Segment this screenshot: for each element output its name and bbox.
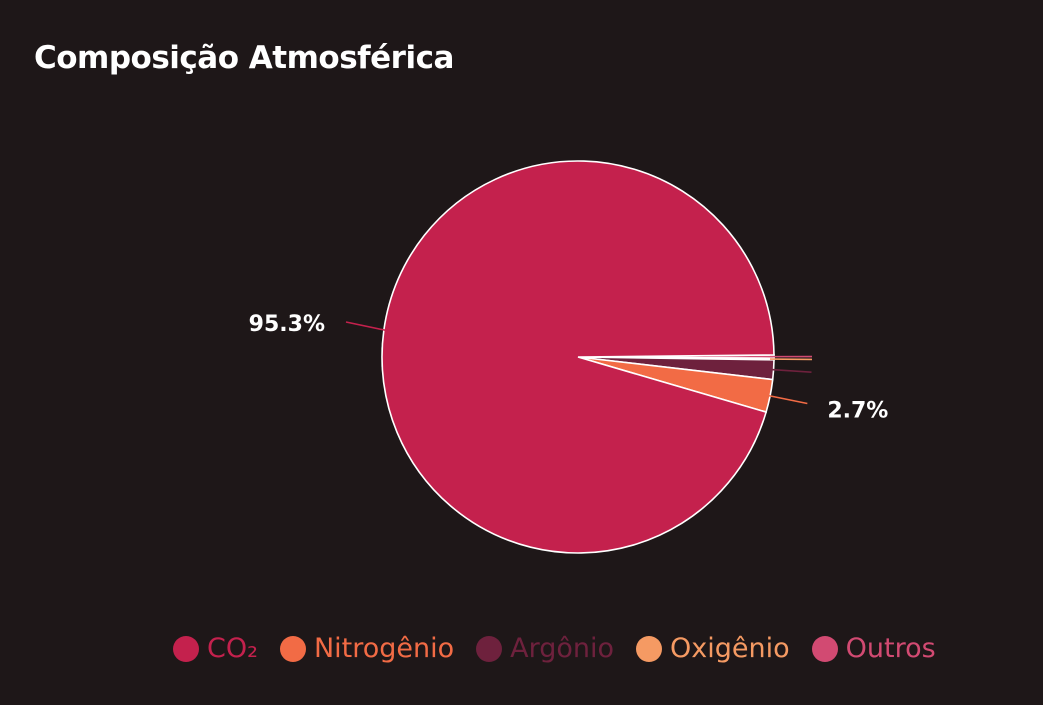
pie-slices <box>381 160 775 554</box>
legend: CO₂ Nitrogênio Argônio Oxigênio Outros <box>173 633 958 664</box>
data-label-nitrogenio: 2.7% <box>827 398 888 423</box>
legend-swatch-nitrogenio <box>279 635 306 662</box>
legend-item-co2[interactable]: CO₂ <box>173 633 258 664</box>
legend-label-oxigenio: Oxigênio <box>670 633 790 664</box>
legend-swatch-argonio <box>476 635 503 662</box>
legend-item-oxigenio[interactable]: Oxigênio <box>636 633 790 664</box>
legend-label-outros: Outros <box>845 633 936 664</box>
leader-line-nitrogenio <box>766 394 808 405</box>
legend-item-argonio[interactable]: Argônio <box>476 633 614 664</box>
legend-swatch-co2 <box>173 635 199 662</box>
data-labels: 2.7% 95.3% <box>249 312 889 423</box>
legend-label-co2: CO₂ <box>207 633 258 664</box>
legend-label-nitrogenio: Nitrogênio <box>313 633 455 664</box>
legend-swatch-oxigenio <box>636 635 663 662</box>
chart-title: Composição Atmosférica <box>34 40 454 76</box>
data-label-co2: 95.3% <box>249 312 325 337</box>
legend-item-nitrogenio[interactable]: Nitrogênio <box>279 633 455 664</box>
leader-lines <box>345 321 813 405</box>
leader-line-co2 <box>345 321 388 332</box>
legend-swatch-outros <box>811 635 838 662</box>
legend-label-argonio: Argônio <box>510 633 615 664</box>
leader-line-argonio <box>769 368 812 373</box>
legend-item-outros[interactable]: Outros <box>811 633 936 664</box>
